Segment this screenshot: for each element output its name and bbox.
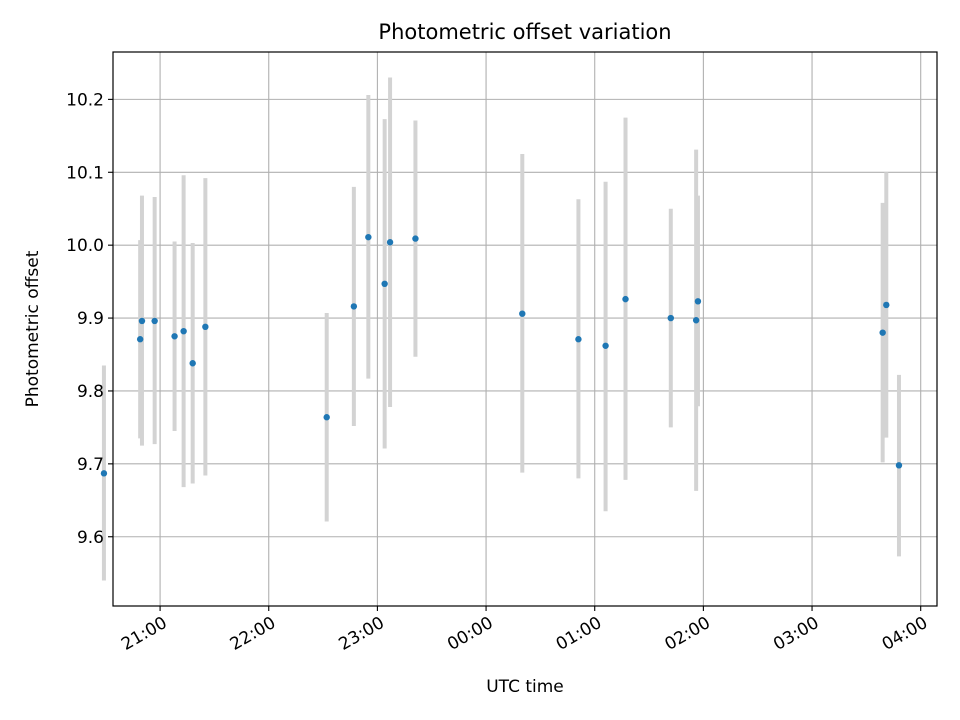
- data-points: [100, 233, 903, 477]
- data-point: [365, 233, 372, 241]
- data-point: [412, 235, 419, 242]
- chart-title: Photometric offset variation: [378, 20, 671, 44]
- y-axis-ticks: 9.6 9.7 9.8 9.9 10.0 10.1 10.2: [66, 90, 113, 548]
- data-point: [602, 342, 609, 349]
- data-point: [136, 336, 144, 343]
- data-point: [189, 360, 196, 367]
- data-point: [202, 323, 209, 331]
- y-tick-label: 9.6: [77, 528, 104, 548]
- data-point: [692, 317, 700, 324]
- x-tick-label: 03:00: [770, 613, 822, 655]
- y-tick-label: 9.9: [77, 309, 104, 329]
- data-point: [622, 295, 629, 303]
- x-tick-label: 21:00: [118, 613, 170, 655]
- x-tick-label: 00:00: [444, 613, 496, 655]
- data-point: [667, 314, 674, 322]
- data-point: [879, 329, 886, 336]
- data-point: [171, 333, 178, 340]
- data-point: [386, 239, 394, 246]
- x-tick-label: 23:00: [335, 613, 387, 655]
- y-tick-label: 10.1: [66, 163, 104, 183]
- y-tick-label: 10.2: [66, 90, 104, 110]
- plot-frame: [112, 51, 938, 607]
- data-point: [323, 414, 330, 421]
- y-tick-label: 10.0: [66, 236, 104, 256]
- y-tick-label: 9.7: [77, 455, 104, 475]
- data-point: [895, 462, 903, 469]
- grid: [113, 52, 937, 606]
- x-tick-label: 04:00: [879, 613, 931, 655]
- y-tick-label: 9.8: [77, 382, 104, 402]
- data-point: [883, 301, 890, 309]
- data-point: [519, 310, 526, 317]
- data-point: [180, 327, 187, 335]
- data-point: [350, 303, 358, 310]
- x-tick-label: 02:00: [661, 613, 713, 655]
- data-point: [138, 317, 146, 325]
- error-bars: [101, 77, 901, 581]
- x-tick-label: 22:00: [227, 613, 279, 655]
- data-point: [575, 336, 582, 343]
- y-axis-label: Photometric offset: [23, 250, 43, 407]
- data-point: [381, 280, 388, 288]
- data-point: [151, 317, 158, 325]
- x-tick-label: 01:00: [553, 613, 605, 655]
- x-axis-label: UTC time: [486, 677, 564, 697]
- data-point: [694, 298, 702, 305]
- x-axis-ticks: 21:00 22:00 23:00 00:00 01:00 02:00 03:00 04:00: [118, 606, 931, 655]
- data-point: [100, 470, 108, 477]
